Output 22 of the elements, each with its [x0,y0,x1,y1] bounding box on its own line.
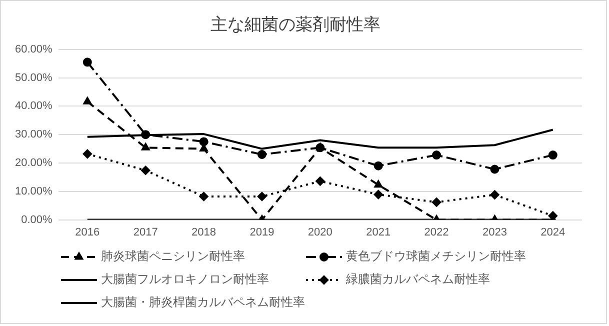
legend-label: 大腸菌・肺炎桿菌カルバペネム耐性率 [101,295,305,310]
y-tick-label: 20.00% [14,157,53,170]
x-tick-label: 2023 [482,226,507,238]
y-tick-label: 60.00% [14,43,53,56]
x-tick-label: 2018 [192,226,216,238]
y-tick-label: 40.00% [14,100,53,112]
legend-label: 大腸菌フルオロキノロン耐性率 [101,272,269,286]
x-tick-label: 2017 [133,226,158,238]
x-tick-label: 2024 [540,226,566,238]
x-tick-label: 2022 [424,226,449,238]
chart-title: 主な細菌の薬剤耐性率 [210,14,380,34]
y-tick-label: 0.00% [21,214,53,226]
y-tick-label: 50.00% [14,72,53,84]
x-tick-label: 2020 [308,226,332,238]
x-tick-label: 2019 [250,226,274,238]
x-tick-label: 2016 [75,226,100,238]
y-tick-label: 30.00% [14,128,53,141]
x-tick-label: 2021 [366,226,391,238]
legend-label: 黄色ブドウ球菌メチシリン耐性率 [346,249,526,264]
legend-label: 緑膿菌カルバペネム耐性率 [345,272,490,286]
legend-label: 肺炎球菌ペニシリン耐性率 [101,249,245,264]
y-tick-label: 10.00% [14,185,53,198]
